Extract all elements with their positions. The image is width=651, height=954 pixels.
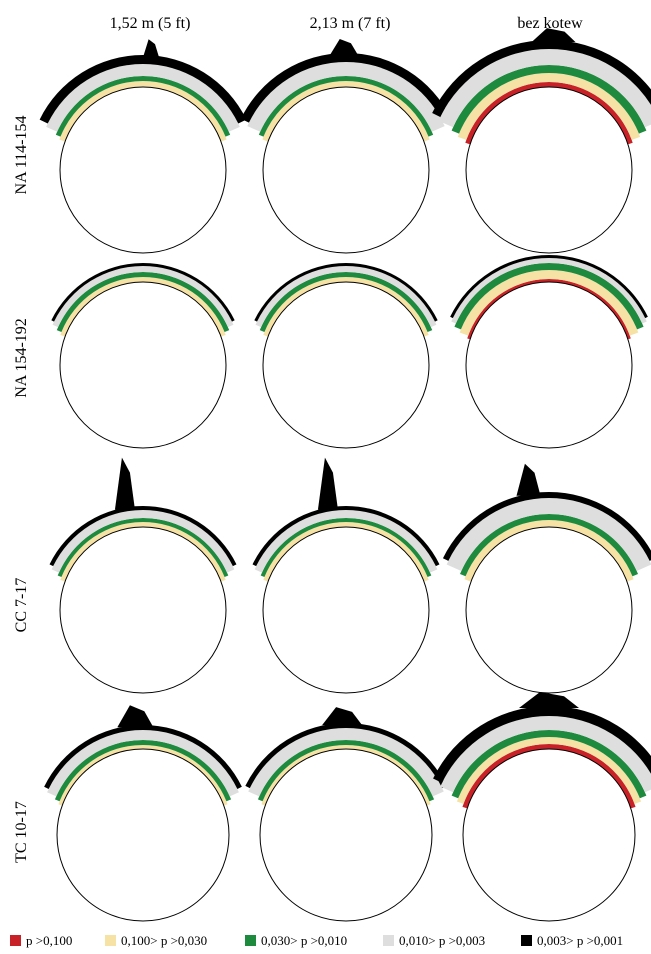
probability-zone-band bbox=[263, 522, 429, 582]
tunnel-outline bbox=[259, 748, 433, 922]
probability-zone-band bbox=[451, 257, 647, 324]
probability-zone-band bbox=[262, 81, 430, 142]
legend-swatch-green bbox=[245, 935, 256, 946]
probability-zone-band bbox=[446, 497, 651, 571]
probability-zone-band bbox=[260, 518, 432, 578]
probability-zone-peak bbox=[114, 457, 135, 510]
probability-zone-band bbox=[44, 725, 242, 789]
tunnel-outline bbox=[262, 281, 430, 449]
tunnel-panel-grid bbox=[39, 28, 651, 922]
probability-zone-peak bbox=[516, 463, 541, 496]
probability-zone-band bbox=[55, 76, 231, 137]
tunnel-panel bbox=[44, 705, 242, 922]
legend-label-green: 0,030> p >0,010 bbox=[261, 933, 347, 948]
probability-zone-band bbox=[451, 65, 647, 134]
probability-zone-peak bbox=[531, 28, 576, 43]
probability-zone-peak bbox=[143, 39, 160, 58]
probability-zone-band bbox=[60, 276, 226, 337]
probability-zone-band bbox=[259, 272, 433, 333]
tunnel-panel bbox=[450, 254, 648, 449]
tunnel-outline bbox=[262, 86, 430, 254]
probability-zone-band bbox=[47, 730, 239, 797]
legend: p >0,100 0,100> p >0,030 0,030> p >0,010… bbox=[10, 933, 623, 948]
tunnel-panel bbox=[49, 457, 237, 694]
probability-zone-band bbox=[433, 706, 651, 783]
probability-zone-band bbox=[51, 510, 235, 573]
tunnel-outline bbox=[462, 748, 636, 922]
legend-swatch-cream bbox=[105, 935, 116, 946]
tunnel-outline bbox=[262, 526, 430, 694]
legend-label-red: p >0,100 bbox=[26, 933, 72, 948]
probability-zone-band bbox=[258, 76, 434, 137]
tunnel-outline bbox=[56, 748, 230, 922]
probability-zone-band bbox=[54, 740, 232, 802]
row-label-na-114-154: NA 114-154 bbox=[13, 116, 30, 195]
probability-zone-band bbox=[440, 716, 651, 793]
probability-zone-band bbox=[39, 55, 247, 124]
legend-label-cream: 0,100> p >0,030 bbox=[121, 933, 207, 948]
probability-zone-peak bbox=[329, 39, 358, 56]
tunnel-panel bbox=[432, 28, 651, 254]
probability-zone-band bbox=[46, 64, 240, 132]
tunnel-outline bbox=[59, 86, 227, 254]
probability-zone-band bbox=[254, 510, 438, 573]
probability-zone-peak bbox=[117, 705, 154, 728]
column-label-1-52m: 1,52 m (5 ft) bbox=[110, 15, 191, 32]
probability-zone-band bbox=[252, 506, 440, 567]
legend-label-black: 0,003> p >0,001 bbox=[537, 933, 623, 948]
tunnel-outline bbox=[59, 281, 227, 449]
probability-zone-band bbox=[240, 52, 452, 123]
tunnel-outline bbox=[465, 526, 633, 694]
probability-zone-peak bbox=[317, 457, 338, 510]
legend-swatch-red bbox=[10, 935, 21, 946]
probability-zone-band bbox=[451, 730, 647, 799]
row-label-cc-7-17: CC 7-17 bbox=[13, 578, 30, 633]
probability-zone-band bbox=[57, 518, 229, 578]
tunnel-panel bbox=[252, 457, 440, 694]
probability-zone-band bbox=[432, 40, 651, 117]
tunnel-panel bbox=[51, 263, 235, 449]
probability-zone-band bbox=[248, 728, 444, 797]
legend-label-gray: 0,010> p >0,003 bbox=[399, 933, 485, 948]
probability-zone-band bbox=[59, 81, 227, 142]
legend-swatch-gray bbox=[383, 935, 394, 946]
probability-zone-band bbox=[454, 263, 644, 330]
probability-zone-band bbox=[60, 522, 226, 582]
probability-zone-band bbox=[263, 276, 429, 337]
tunnel-panel bbox=[442, 463, 651, 694]
row-label-tc-10-17: TC 10-17 bbox=[13, 801, 30, 863]
probability-zone-band bbox=[257, 740, 435, 802]
probability-zone-band bbox=[464, 520, 634, 582]
column-label-bez-kotew: bez kotew bbox=[517, 15, 583, 32]
probability-zone-peak bbox=[519, 692, 579, 708]
probability-zone-band bbox=[442, 491, 651, 561]
legend-swatch-black bbox=[521, 935, 532, 946]
probability-zone-band bbox=[456, 737, 642, 804]
probability-zone-band bbox=[247, 62, 445, 132]
probability-zone-band bbox=[52, 266, 234, 328]
tunnel-panel bbox=[433, 692, 651, 922]
probability-zone-band bbox=[465, 81, 633, 145]
probability-zone-band bbox=[457, 73, 641, 140]
probability-zone-band bbox=[459, 514, 639, 577]
tunnel-outline bbox=[465, 86, 633, 254]
probability-zone-band bbox=[245, 722, 447, 789]
tunnel-outline bbox=[465, 281, 633, 449]
probability-zone-band bbox=[49, 506, 237, 567]
probability-zone-band bbox=[56, 272, 230, 333]
row-label-na-154-192: NA 154-192 bbox=[13, 318, 30, 398]
probability-zone-peak bbox=[322, 707, 363, 726]
tunnel-panel bbox=[39, 39, 247, 254]
probability-zone-band bbox=[438, 49, 651, 128]
tunnel-outline bbox=[59, 526, 227, 694]
column-label-2-13m: 2,13 m (7 ft) bbox=[310, 15, 391, 32]
tunnel-panel bbox=[254, 262, 438, 449]
tunnel-panel bbox=[240, 39, 452, 254]
tunnel-panel bbox=[245, 707, 447, 922]
probability-zone-band bbox=[255, 266, 437, 328]
probability-zone-band bbox=[459, 270, 639, 336]
